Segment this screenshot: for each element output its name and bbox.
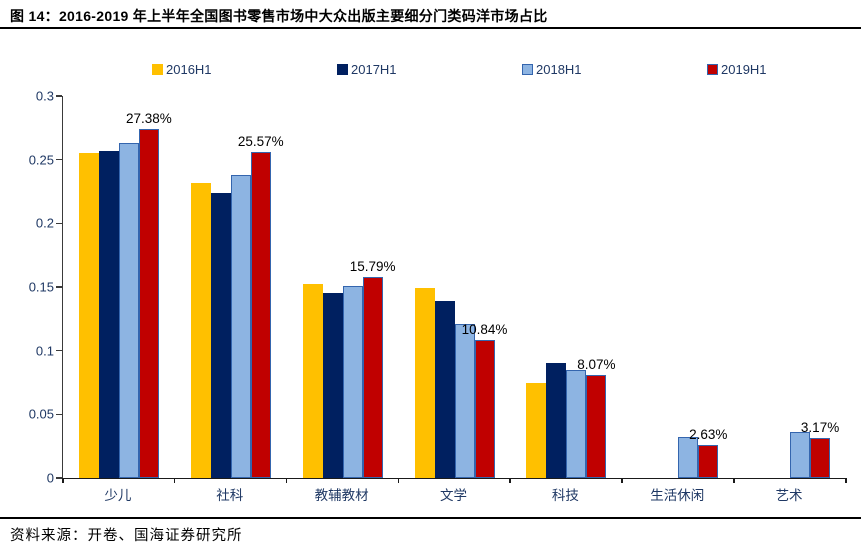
y-axis-label: 0.05 <box>28 406 54 422</box>
y-axis-label: 0.3 <box>35 88 54 104</box>
x-axis-tick <box>621 478 623 483</box>
bar-2019H1-社科 <box>250 152 271 478</box>
x-axis-tick <box>173 478 176 483</box>
bar-2016H1-社科 <box>190 182 211 478</box>
bar-2019H1-文学 <box>474 339 495 478</box>
legend-swatch-2016H1 <box>152 64 163 75</box>
bar-2018H1-社科 <box>230 174 251 478</box>
y-axis-label: 0.1 <box>35 343 54 359</box>
bar-2016H1-科技 <box>526 382 547 478</box>
y-axis-tick <box>56 222 62 225</box>
bar-2017H1-少儿 <box>98 150 119 478</box>
bar-2018H1-少儿 <box>118 143 139 478</box>
bar-2017H1-教辅教材 <box>322 293 343 478</box>
y-axis-label: 0.2 <box>35 215 54 231</box>
x-axis-tick <box>397 478 400 483</box>
x-axis-category-文学: 文学 <box>440 488 467 503</box>
y-axis-label: 0.25 <box>28 152 54 168</box>
x-axis-tick <box>509 478 511 483</box>
bar-2017H1-科技 <box>546 363 567 478</box>
bar-2019H1-生活休闲 <box>698 444 719 478</box>
legend-item-2018H1: 2018H1 <box>522 62 582 77</box>
data-label-教辅教材: 15.79% <box>349 258 396 274</box>
legend-label: 2019H1 <box>721 62 767 77</box>
legend-item-2016H1: 2016H1 <box>152 62 212 77</box>
bottom-rule <box>0 517 861 519</box>
x-axis-category-少儿: 少儿 <box>104 488 132 503</box>
data-label-艺术: 3.17% <box>800 419 840 435</box>
bar-2019H1-艺术 <box>810 437 831 478</box>
legend-swatch-2018H1 <box>522 64 533 75</box>
plot-area: 27.38% 25.57% 15.79% 10.84% 8.07% 2.63% 3.17% <box>62 96 846 479</box>
x-axis-tick <box>285 478 288 483</box>
data-label-科技: 8.07% <box>577 357 616 373</box>
bar-2019H1-科技 <box>586 375 607 478</box>
y-axis-label: 0.15 <box>28 279 54 295</box>
bar-2017H1-文学 <box>434 301 455 478</box>
legend-label: 2016H1 <box>166 62 212 77</box>
figure-title: 图 14：2016-2019 年上半年全国图书零售市场中大众出版主要细分门类码洋… <box>10 8 548 24</box>
legend-item-2017H1: 2017H1 <box>337 62 397 77</box>
legend-item-2019H1: 2019H1 <box>707 62 767 77</box>
x-axis-category-社科: 社科 <box>216 488 244 503</box>
bar-2018H1-生活休闲 <box>678 437 699 478</box>
bar-2018H1-教辅教材 <box>342 285 363 478</box>
y-axis-tick <box>56 95 62 97</box>
bar-2018H1-科技 <box>566 369 587 478</box>
x-axis-category-科技: 科技 <box>551 488 579 503</box>
x-axis-category-生活休闲: 生活休闲 <box>650 488 705 503</box>
data-label-文学: 10.84% <box>461 321 508 337</box>
y-axis-tick <box>56 477 62 479</box>
x-axis-tick <box>62 478 64 483</box>
title-underline <box>0 27 861 29</box>
bar-2019H1-教辅教材 <box>362 276 383 478</box>
legend-label: 2017H1 <box>351 62 397 77</box>
y-axis-tick <box>56 286 62 288</box>
y-axis-tick <box>56 158 62 161</box>
bar-2017H1-社科 <box>210 192 231 478</box>
data-label-生活休闲: 2.63% <box>689 426 728 442</box>
bar-2016H1-少儿 <box>78 153 99 478</box>
data-label-社科: 25.57% <box>237 134 284 150</box>
legend-swatch-2017H1 <box>337 64 348 75</box>
x-axis-category-教辅教材: 教辅教材 <box>314 488 369 503</box>
bar-2018H1-文学 <box>454 323 475 478</box>
x-axis-tick <box>733 478 735 483</box>
source-line: 资料来源：开卷、国海证券研究所 <box>10 528 243 544</box>
bar-2018H1-艺术 <box>790 432 811 478</box>
bar-2019H1-少儿 <box>138 129 159 478</box>
bar-2016H1-教辅教材 <box>302 284 323 478</box>
data-label-少儿: 27.38% <box>126 111 172 127</box>
y-axis-tick <box>56 349 62 352</box>
legend-swatch-2019H1 <box>707 64 718 75</box>
bar-2016H1-文学 <box>414 288 435 478</box>
y-axis-label: 0 <box>46 470 54 486</box>
legend-label: 2018H1 <box>536 62 582 77</box>
x-axis-category-艺术: 艺术 <box>775 488 803 503</box>
x-axis-tick <box>845 478 847 483</box>
y-axis-tick <box>56 413 62 416</box>
